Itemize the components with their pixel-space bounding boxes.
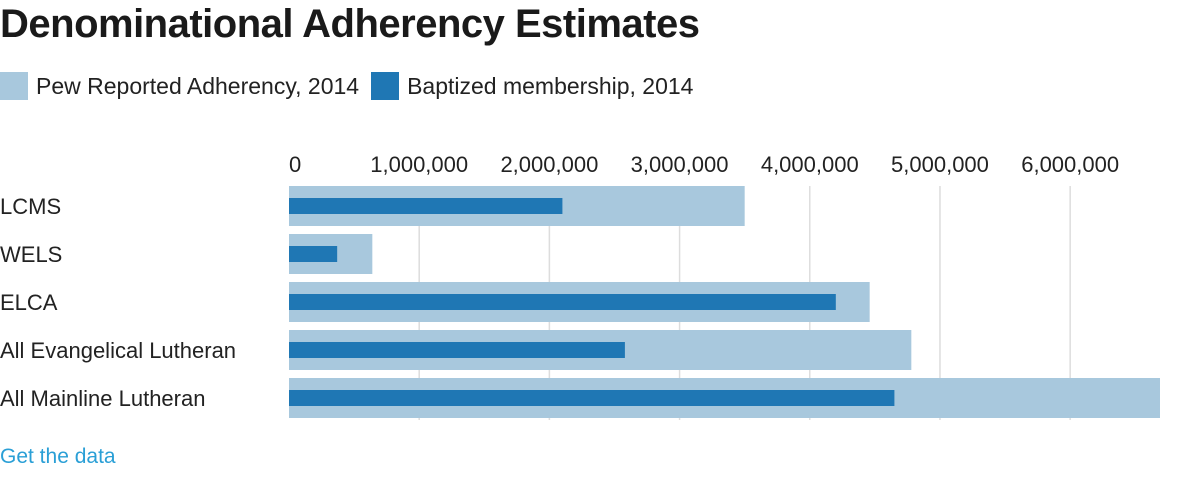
get-the-data-link[interactable]: Get the data bbox=[0, 445, 116, 468]
legend-item-pew: Pew Reported Adherency, 2014 bbox=[0, 72, 359, 100]
bar-baptized-2 bbox=[289, 294, 836, 310]
category-label: ELCA bbox=[0, 290, 58, 315]
x-tick-label: 2,000,000 bbox=[500, 152, 598, 177]
category-label: WELS bbox=[0, 242, 62, 267]
legend-item-baptized: Baptized membership, 2014 bbox=[371, 72, 693, 100]
x-tick-label: 0 bbox=[289, 152, 301, 177]
legend-swatch-pew bbox=[0, 72, 28, 100]
bar-baptized-4 bbox=[289, 390, 895, 406]
legend-label-pew: Pew Reported Adherency, 2014 bbox=[36, 72, 360, 99]
legend-swatch-baptized bbox=[371, 72, 400, 100]
chart-title: Denominational Adherency Estimates bbox=[0, 2, 700, 46]
legend: Pew Reported Adherency, 2014 Baptized me… bbox=[0, 72, 705, 100]
x-tick-label: 4,000,000 bbox=[761, 152, 859, 177]
category-label: All Mainline Lutheran bbox=[0, 386, 205, 411]
legend-label-baptized: Baptized membership, 2014 bbox=[407, 72, 694, 99]
bar-baptized-1 bbox=[289, 246, 338, 262]
bar-baptized-3 bbox=[289, 342, 625, 358]
x-tick-label: 5,000,000 bbox=[891, 152, 989, 177]
category-label: LCMS bbox=[0, 194, 61, 219]
category-label: All Evangelical Lutheran bbox=[0, 338, 236, 363]
x-tick-label: 3,000,000 bbox=[631, 152, 729, 177]
bar-baptized-0 bbox=[289, 198, 563, 214]
x-tick-label: 6,000,000 bbox=[1021, 152, 1119, 177]
bar-chart: 0 1,000,000 2,000,000 3,000,000 4,000,000 5,0… bbox=[0, 152, 1160, 420]
x-tick-label: 1,000,000 bbox=[370, 152, 468, 177]
